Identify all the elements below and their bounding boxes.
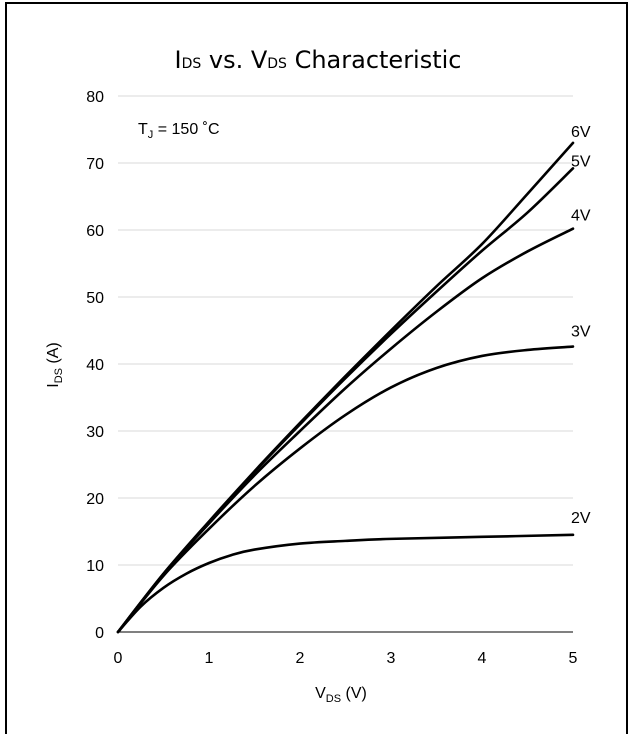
y-tick-label: 30 [86, 424, 104, 441]
x-tick-label: 2 [296, 650, 305, 667]
x-tick-label: 5 [569, 650, 578, 667]
y-tick-label: 50 [86, 290, 104, 307]
series-line-3v [116, 345, 575, 634]
series-line-5v [116, 167, 575, 634]
y-tick-label: 60 [86, 223, 104, 240]
y-tick-label: 10 [86, 558, 104, 575]
series-line-2v [116, 533, 575, 634]
y-tick-label: 40 [86, 357, 104, 374]
series-label-5v: 5V [571, 153, 591, 170]
x-tick-label: 1 [205, 650, 214, 667]
y-tick-label: 70 [86, 156, 104, 173]
temperature-annotation: TJ = 150 ˚C [138, 121, 220, 141]
series-line-4v [116, 227, 575, 634]
y-tick-label: 0 [95, 625, 104, 642]
series-label-3v: 3V [571, 324, 591, 341]
y-tick-label: 80 [86, 89, 104, 106]
series-label-6v: 6V [571, 124, 591, 141]
y-axis-label: IDS (A) [45, 342, 65, 388]
chart-title: IDS vs. VDS Characteristic [175, 46, 462, 74]
chart-frame [5, 2, 628, 734]
series-label-4v: 4V [571, 208, 591, 225]
series-label-2v: 2V [571, 510, 591, 527]
tick-labels: 0 10 20 30 40 50 60 70 80 0 1 2 3 4 5 [86, 89, 577, 667]
gridlines [118, 95, 573, 566]
x-tick-label: 0 [114, 650, 123, 667]
y-tick-label: 20 [86, 491, 104, 508]
x-tick-label: 4 [478, 650, 487, 667]
series-labels: 6V 5V 4V 3V 2V [571, 124, 591, 527]
x-axis-label: VDS (V) [315, 685, 367, 705]
x-tick-label: 3 [387, 650, 396, 667]
series-lines [116, 141, 575, 634]
